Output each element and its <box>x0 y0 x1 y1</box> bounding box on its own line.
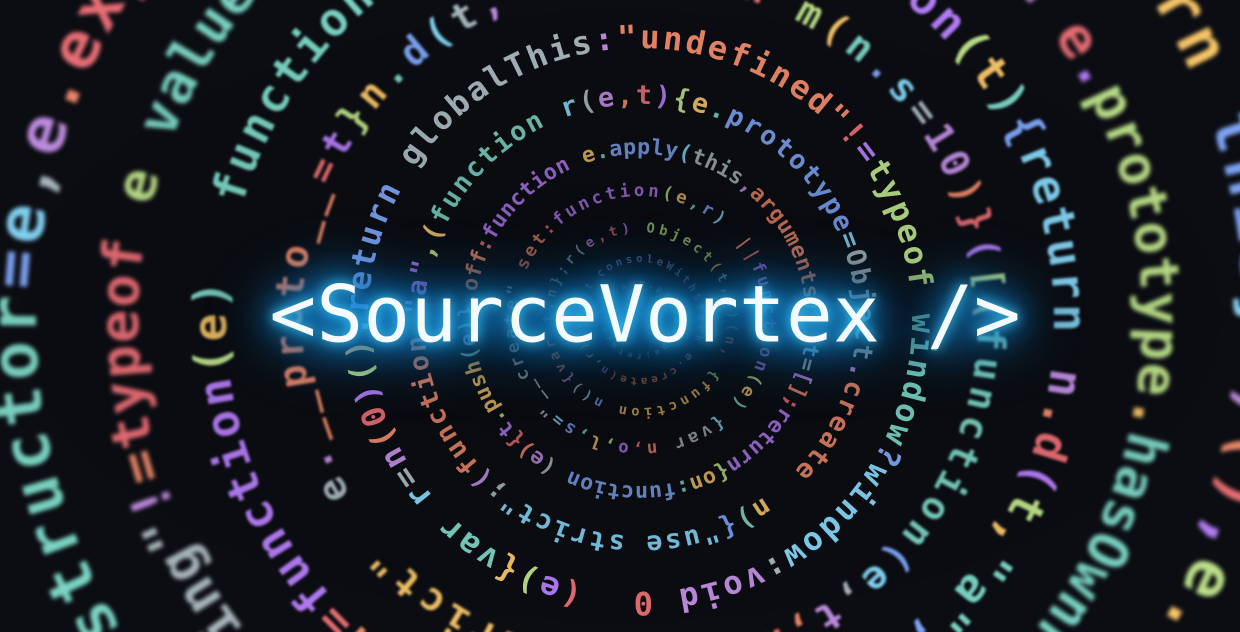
title-halo <box>170 248 1110 388</box>
title: <SourceVortex /> <box>269 270 1020 360</box>
